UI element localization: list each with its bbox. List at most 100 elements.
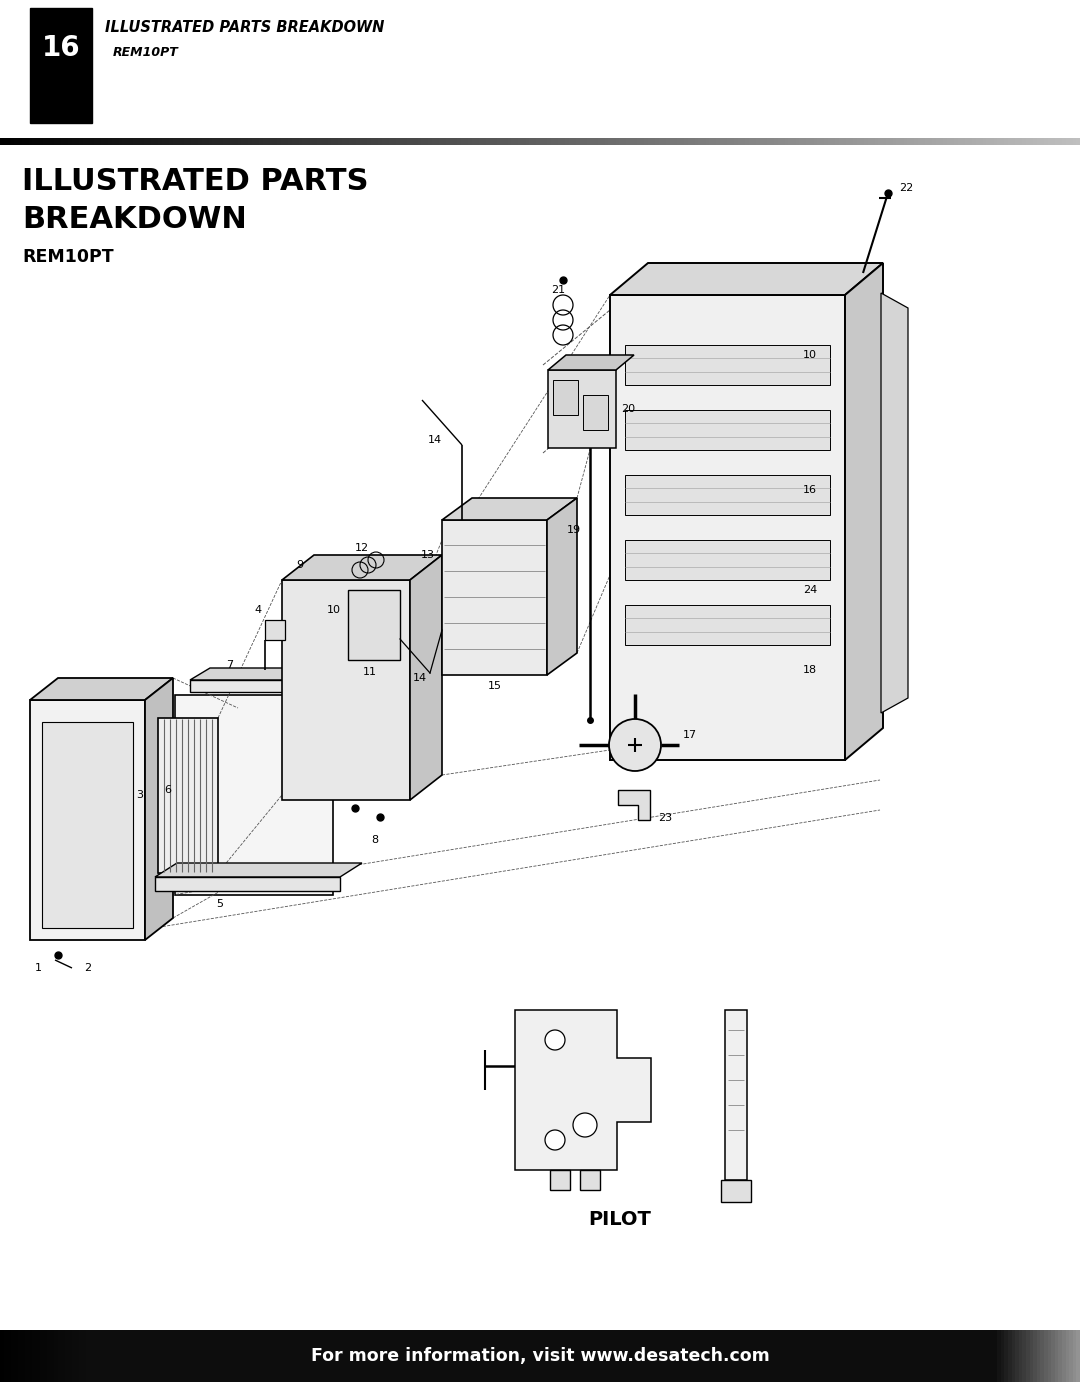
Bar bbox=[360, 138, 365, 145]
Bar bbox=[713, 1330, 717, 1382]
Bar bbox=[802, 1330, 808, 1382]
Bar bbox=[713, 138, 717, 145]
Bar bbox=[262, 1330, 268, 1382]
Bar bbox=[392, 138, 397, 145]
Bar bbox=[176, 1330, 181, 1382]
Bar bbox=[725, 1010, 747, 1180]
Bar bbox=[997, 138, 1002, 145]
Bar bbox=[418, 138, 422, 145]
Bar bbox=[40, 1330, 44, 1382]
Bar bbox=[742, 1330, 746, 1382]
Bar bbox=[980, 138, 984, 145]
Bar bbox=[673, 1330, 678, 1382]
Bar bbox=[1034, 1330, 1038, 1382]
Text: 23: 23 bbox=[658, 813, 672, 823]
Bar bbox=[151, 138, 156, 145]
Bar bbox=[551, 138, 555, 145]
Bar bbox=[551, 1330, 555, 1382]
Bar bbox=[435, 1330, 441, 1382]
Bar bbox=[929, 1330, 933, 1382]
Bar bbox=[1058, 138, 1063, 145]
Bar bbox=[518, 138, 523, 145]
Bar bbox=[958, 1330, 962, 1382]
Bar bbox=[605, 1330, 609, 1382]
Bar bbox=[234, 1330, 239, 1382]
Bar bbox=[630, 138, 635, 145]
Bar bbox=[508, 1330, 512, 1382]
Bar bbox=[882, 138, 887, 145]
Bar bbox=[208, 138, 214, 145]
Bar bbox=[727, 138, 732, 145]
Bar bbox=[954, 1330, 959, 1382]
Bar bbox=[543, 138, 549, 145]
Bar bbox=[832, 138, 836, 145]
Bar bbox=[292, 1330, 296, 1382]
Bar bbox=[424, 138, 430, 145]
Bar bbox=[602, 138, 606, 145]
Bar bbox=[446, 138, 451, 145]
Bar bbox=[543, 1330, 549, 1382]
Bar bbox=[756, 138, 760, 145]
Bar bbox=[316, 1330, 322, 1382]
Bar bbox=[767, 1330, 771, 1382]
Bar bbox=[375, 1330, 379, 1382]
Bar bbox=[94, 138, 98, 145]
Bar bbox=[51, 138, 55, 145]
Bar bbox=[796, 138, 800, 145]
Bar bbox=[1037, 138, 1041, 145]
Bar bbox=[356, 138, 361, 145]
Bar bbox=[972, 1330, 976, 1382]
Bar bbox=[321, 1330, 325, 1382]
Bar bbox=[648, 138, 652, 145]
Bar bbox=[259, 138, 264, 145]
Bar bbox=[994, 1330, 998, 1382]
Bar bbox=[140, 138, 145, 145]
Bar bbox=[22, 138, 26, 145]
Bar bbox=[154, 1330, 160, 1382]
Bar bbox=[162, 1330, 166, 1382]
Bar bbox=[554, 138, 559, 145]
Bar bbox=[278, 138, 282, 145]
Bar bbox=[915, 138, 919, 145]
Bar bbox=[400, 138, 404, 145]
Bar bbox=[273, 1330, 279, 1382]
Bar bbox=[821, 138, 825, 145]
Text: 15: 15 bbox=[488, 680, 502, 692]
Bar bbox=[694, 1330, 700, 1382]
Bar bbox=[389, 138, 393, 145]
Bar bbox=[14, 138, 19, 145]
Bar bbox=[964, 138, 970, 145]
Bar bbox=[680, 138, 685, 145]
Bar bbox=[40, 138, 44, 145]
Bar bbox=[213, 1330, 217, 1382]
Bar bbox=[810, 1330, 814, 1382]
Bar bbox=[576, 138, 581, 145]
Bar bbox=[68, 138, 73, 145]
Text: 13: 13 bbox=[421, 550, 435, 560]
Bar bbox=[623, 138, 627, 145]
Bar bbox=[130, 1330, 134, 1382]
Circle shape bbox=[545, 1030, 565, 1051]
Bar bbox=[457, 138, 462, 145]
Bar bbox=[100, 1330, 106, 1382]
Bar bbox=[378, 138, 382, 145]
Bar bbox=[464, 1330, 469, 1382]
Polygon shape bbox=[410, 555, 442, 800]
Bar bbox=[310, 1330, 314, 1382]
Bar bbox=[861, 138, 865, 145]
Bar bbox=[532, 138, 538, 145]
Text: BREAKDOWN: BREAKDOWN bbox=[22, 205, 246, 235]
Bar bbox=[872, 138, 876, 145]
Bar bbox=[407, 1330, 411, 1382]
Bar bbox=[878, 1330, 883, 1382]
Bar bbox=[835, 138, 840, 145]
Bar bbox=[583, 1330, 588, 1382]
Bar bbox=[194, 1330, 199, 1382]
Bar bbox=[489, 1330, 495, 1382]
Bar bbox=[961, 1330, 966, 1382]
Bar bbox=[170, 138, 174, 145]
Bar bbox=[342, 1330, 347, 1382]
Bar bbox=[1004, 1330, 1009, 1382]
Bar bbox=[288, 138, 293, 145]
Bar bbox=[281, 1330, 285, 1382]
